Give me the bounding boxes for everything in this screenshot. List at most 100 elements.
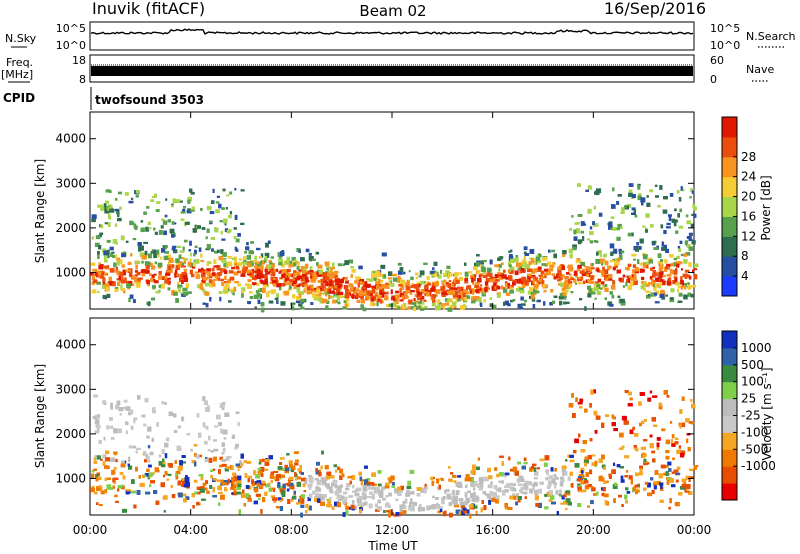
power-cell xyxy=(180,292,186,296)
power-cell xyxy=(660,261,663,267)
power-cell xyxy=(565,284,569,289)
power-cell xyxy=(611,204,616,209)
power-cell xyxy=(551,300,556,304)
power-cell xyxy=(539,280,545,284)
power-cell xyxy=(465,295,470,299)
power-cell xyxy=(601,258,606,263)
power-cell xyxy=(295,271,301,276)
power-cell xyxy=(501,274,507,279)
power-cell xyxy=(569,276,574,279)
power-cell xyxy=(509,271,513,274)
power-cell xyxy=(458,294,464,300)
power-cell xyxy=(241,293,244,298)
power-cell xyxy=(394,294,400,299)
power-cell xyxy=(206,268,211,272)
power-cell xyxy=(585,271,589,276)
power-cell xyxy=(103,203,107,208)
power-cell xyxy=(356,299,361,303)
power-cell xyxy=(455,279,460,284)
power-cell xyxy=(373,277,377,281)
power-cell xyxy=(220,249,224,254)
power-cell xyxy=(104,265,109,269)
power-cell xyxy=(527,290,533,295)
power-cell xyxy=(447,307,453,312)
power-cell xyxy=(188,249,192,252)
power-cell xyxy=(521,276,526,282)
power-cell xyxy=(661,280,666,286)
power-cell xyxy=(139,252,145,257)
power-cell xyxy=(559,273,562,277)
power-cell xyxy=(190,191,195,195)
power-cell xyxy=(569,273,572,276)
power-cell xyxy=(240,222,245,225)
power-cell xyxy=(543,290,547,293)
power-cell xyxy=(565,301,570,304)
power-cell xyxy=(586,274,589,277)
power-cell xyxy=(607,278,613,281)
power-cell xyxy=(473,276,476,282)
power-cell xyxy=(290,273,294,278)
power-cell xyxy=(325,293,328,297)
power-cell xyxy=(561,287,566,291)
power-cell xyxy=(684,269,690,273)
power-cell xyxy=(616,258,621,262)
power-cell xyxy=(471,300,476,304)
power-cell xyxy=(444,298,449,302)
power-cell xyxy=(305,283,308,288)
power-cell xyxy=(521,259,526,265)
power-cell xyxy=(483,291,486,295)
power-cell xyxy=(300,306,305,310)
power-cell xyxy=(307,270,311,275)
power-cell xyxy=(608,224,613,230)
power-cell xyxy=(616,236,621,241)
power-cell xyxy=(243,256,247,261)
power-cell xyxy=(232,292,235,296)
power-cell xyxy=(217,272,222,276)
power-cell xyxy=(132,283,135,286)
power-cell xyxy=(183,258,189,261)
power-cell xyxy=(334,285,337,289)
power-cell xyxy=(538,254,542,258)
power-cell xyxy=(310,302,314,305)
power-cell xyxy=(573,279,577,283)
power-cell xyxy=(662,279,665,282)
power-cell xyxy=(152,285,156,289)
power-cell xyxy=(180,211,186,214)
power-cell xyxy=(360,304,364,308)
power-cell xyxy=(220,278,224,282)
power-cell xyxy=(116,272,122,276)
power-cell xyxy=(281,273,286,278)
power-cell xyxy=(143,211,147,215)
power-cell xyxy=(631,274,635,278)
power-cell xyxy=(343,300,347,304)
power-cell xyxy=(442,305,446,310)
power-cell xyxy=(166,268,171,273)
power-cell xyxy=(642,282,647,288)
power-cell xyxy=(693,274,698,280)
power-cell xyxy=(594,297,597,300)
power-cell xyxy=(459,286,464,291)
power-cell xyxy=(469,289,472,294)
power-cell xyxy=(593,287,599,291)
power-cell xyxy=(202,276,208,281)
power-cell xyxy=(134,278,138,283)
power-cell xyxy=(326,266,330,269)
power-cell xyxy=(218,203,222,209)
power-cell xyxy=(454,287,459,291)
power-cell xyxy=(345,297,350,302)
power-cell xyxy=(615,258,618,261)
power-cell xyxy=(98,262,101,266)
power-cell xyxy=(615,227,620,231)
power-cell xyxy=(538,278,542,282)
power-cell xyxy=(498,276,501,280)
power-cell xyxy=(464,271,469,277)
power-cell xyxy=(189,188,193,193)
power-cell xyxy=(200,253,203,258)
power-cell xyxy=(397,262,402,266)
power-cell xyxy=(333,287,336,291)
power-cell xyxy=(577,277,582,282)
power-cell xyxy=(593,205,596,210)
nsky-tick-bottom: 10^0 xyxy=(56,39,86,52)
power-cell xyxy=(342,263,346,267)
power-cell xyxy=(550,267,554,272)
